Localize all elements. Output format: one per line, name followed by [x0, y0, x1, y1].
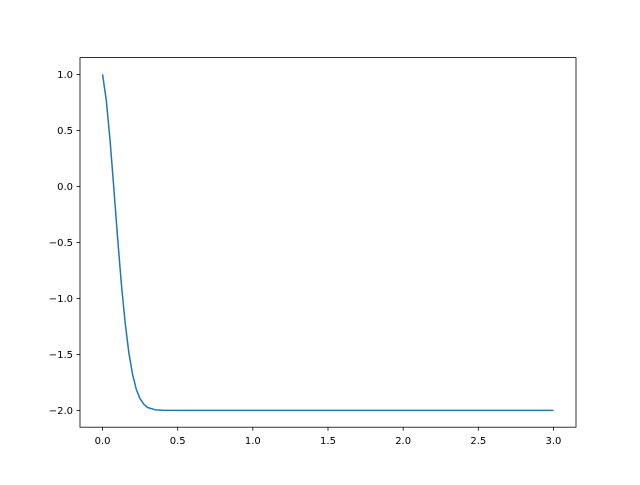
x-tick-label: 0.5	[170, 436, 186, 447]
x-tick-label: 2.0	[395, 436, 411, 447]
y-tick-label: −1.0	[49, 294, 73, 305]
y-tick-label: −1.5	[49, 350, 73, 361]
x-tick-label: 0.0	[95, 436, 111, 447]
x-tick-label: 3.0	[546, 436, 562, 447]
y-axis: 1.0 0.5 0.0 −0.5 −1.0 −1.5 −2.0	[49, 70, 80, 417]
series-line-0	[101, 74, 554, 412]
y-tick-label: −2.0	[49, 406, 73, 417]
y-tick-label: 1.0	[57, 70, 73, 81]
x-axis: 0.0 0.5 1.0 1.5 2.0 2.5 3.0	[95, 427, 562, 447]
y-tick-label: 0.0	[57, 182, 73, 193]
y-tick-label: 0.5	[57, 126, 73, 137]
x-tick-label: 2.5	[470, 436, 486, 447]
plot-area	[101, 74, 554, 412]
x-tick-label: 1.0	[245, 436, 261, 447]
x-tick-label: 1.5	[320, 436, 336, 447]
y-tick-label: −0.5	[49, 238, 73, 249]
